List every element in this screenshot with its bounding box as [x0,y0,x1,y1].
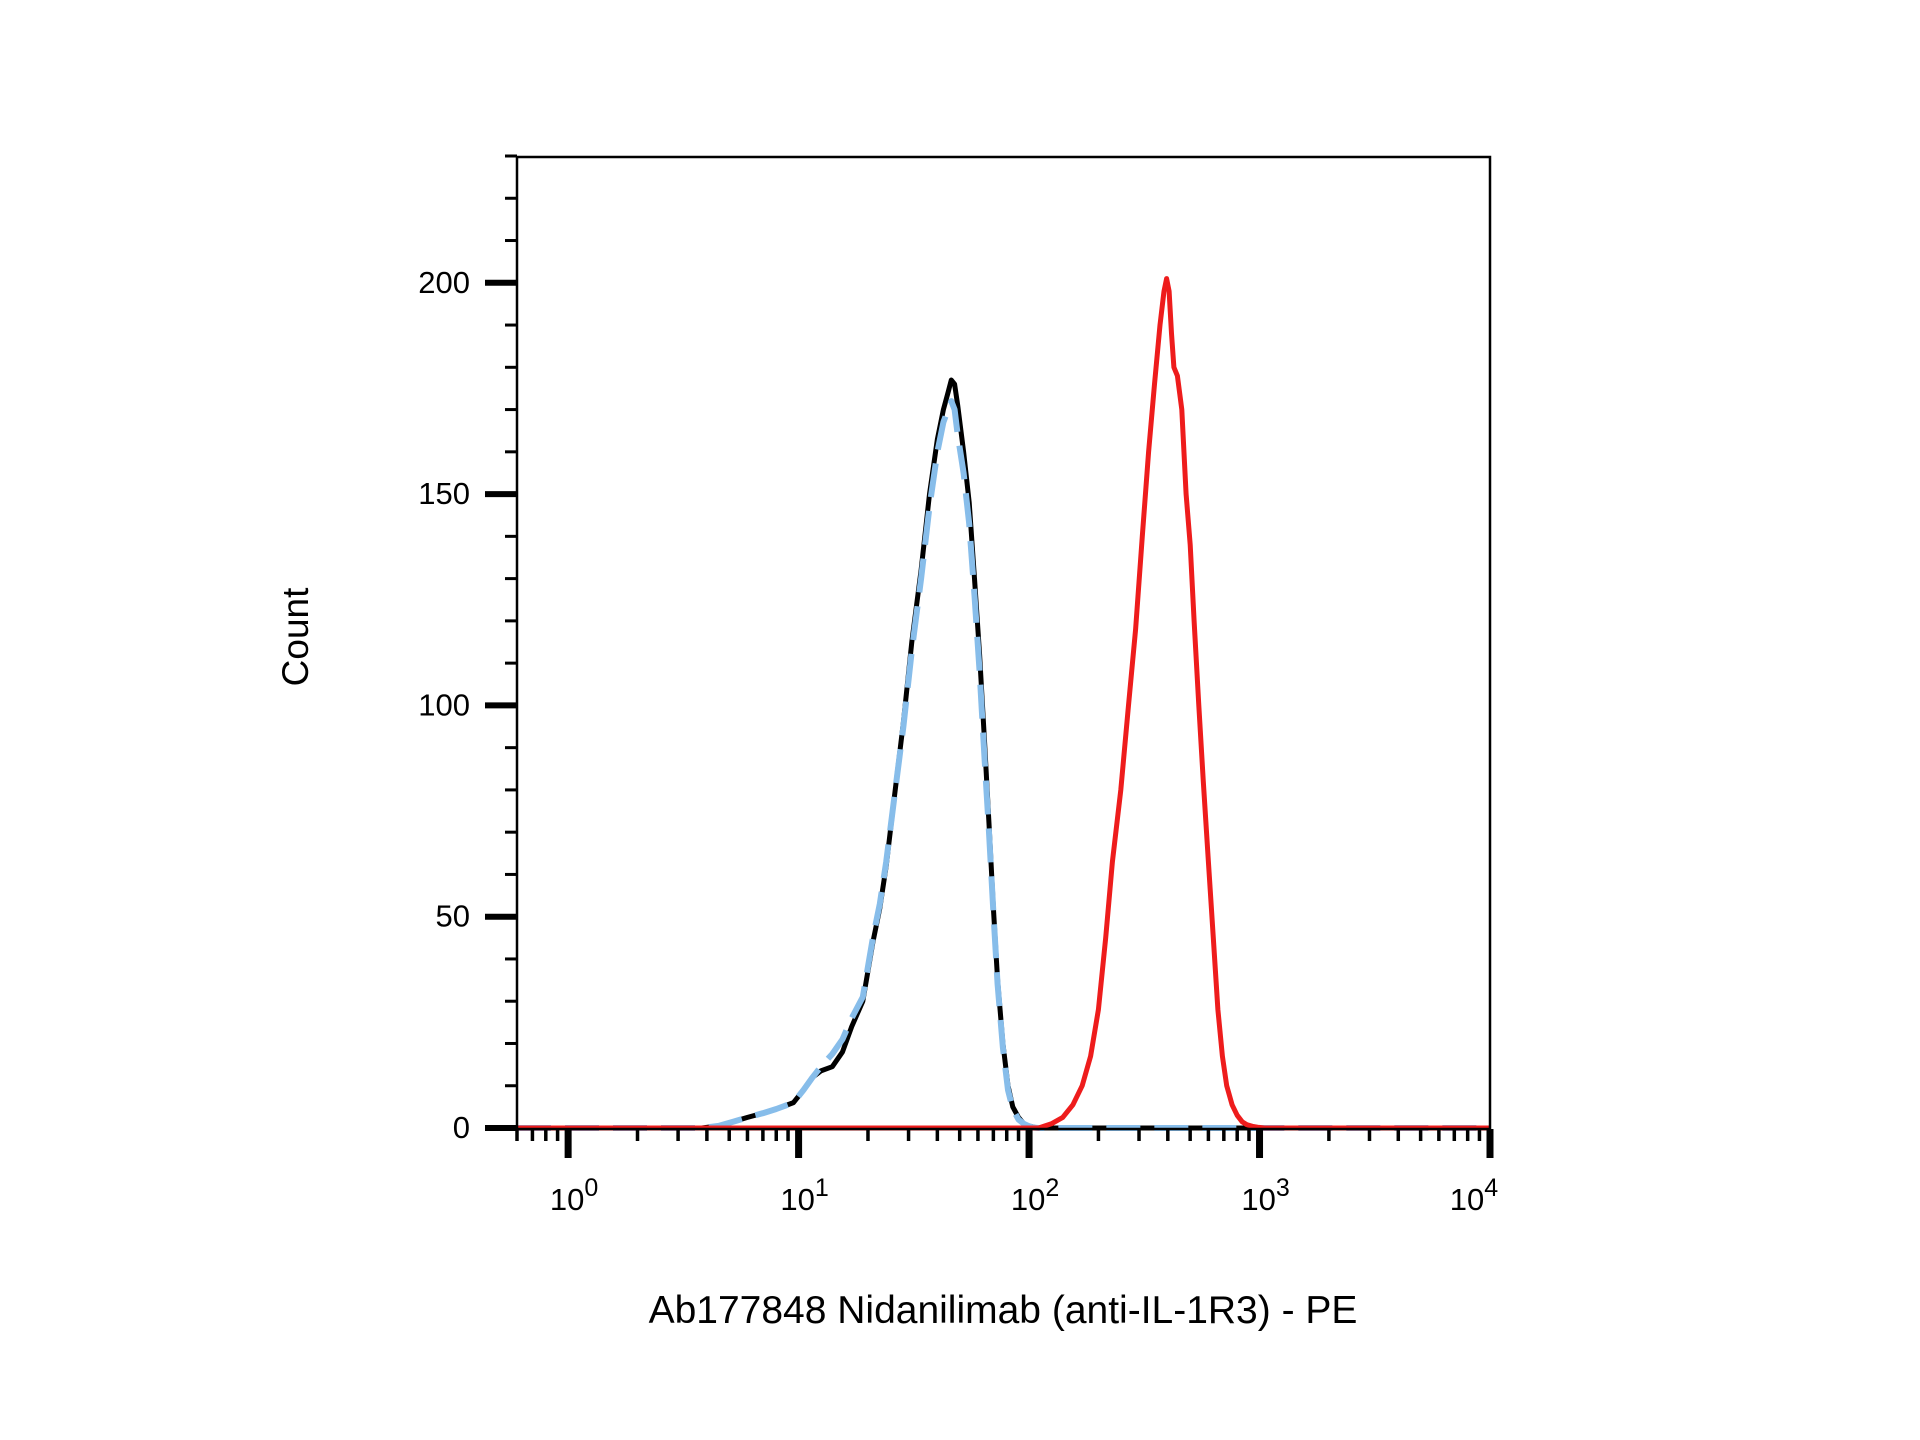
x-tick-base: 10 [1450,1182,1484,1217]
series-line-2 [517,276,1490,1131]
x-tick-base: 10 [1241,1182,1275,1217]
x-tick-label: 103 [1241,1174,1289,1217]
x-tick-exponent: 0 [584,1174,598,1202]
x-tick-exponent: 3 [1276,1174,1290,1202]
y-axis: 0 50 100 150 200 [418,154,517,1145]
series-line-1 [517,398,1490,1131]
x-tick-label: 101 [780,1174,828,1217]
y-axis-title: Count [275,587,316,686]
x-axis: 100 101 102 103 104 [515,1129,1498,1217]
y-tick-label: 150 [418,476,470,511]
x-tick-base: 10 [780,1182,814,1217]
x-tick-label: 100 [550,1174,598,1217]
x-tick-label: 102 [1011,1174,1059,1217]
x-tick-exponent: 1 [815,1174,829,1202]
y-tick-label: 200 [418,265,470,300]
plot-frame [515,155,1492,1131]
series-layer [517,276,1490,1131]
x-tick-exponent: 2 [1045,1174,1059,1202]
x-axis-title: Ab177848 Nidanilimab (anti-IL-1R3) - PE [649,1289,1358,1332]
y-tick-label: 50 [436,899,470,934]
x-tick-base: 10 [1011,1182,1045,1217]
y-tick-label: 0 [453,1110,470,1145]
plot-area [517,157,1490,1129]
y-tick-label: 100 [418,687,470,722]
x-tick-exponent: 4 [1484,1174,1498,1202]
x-tick-base: 10 [550,1182,584,1217]
x-tick-label: 104 [1450,1174,1498,1217]
